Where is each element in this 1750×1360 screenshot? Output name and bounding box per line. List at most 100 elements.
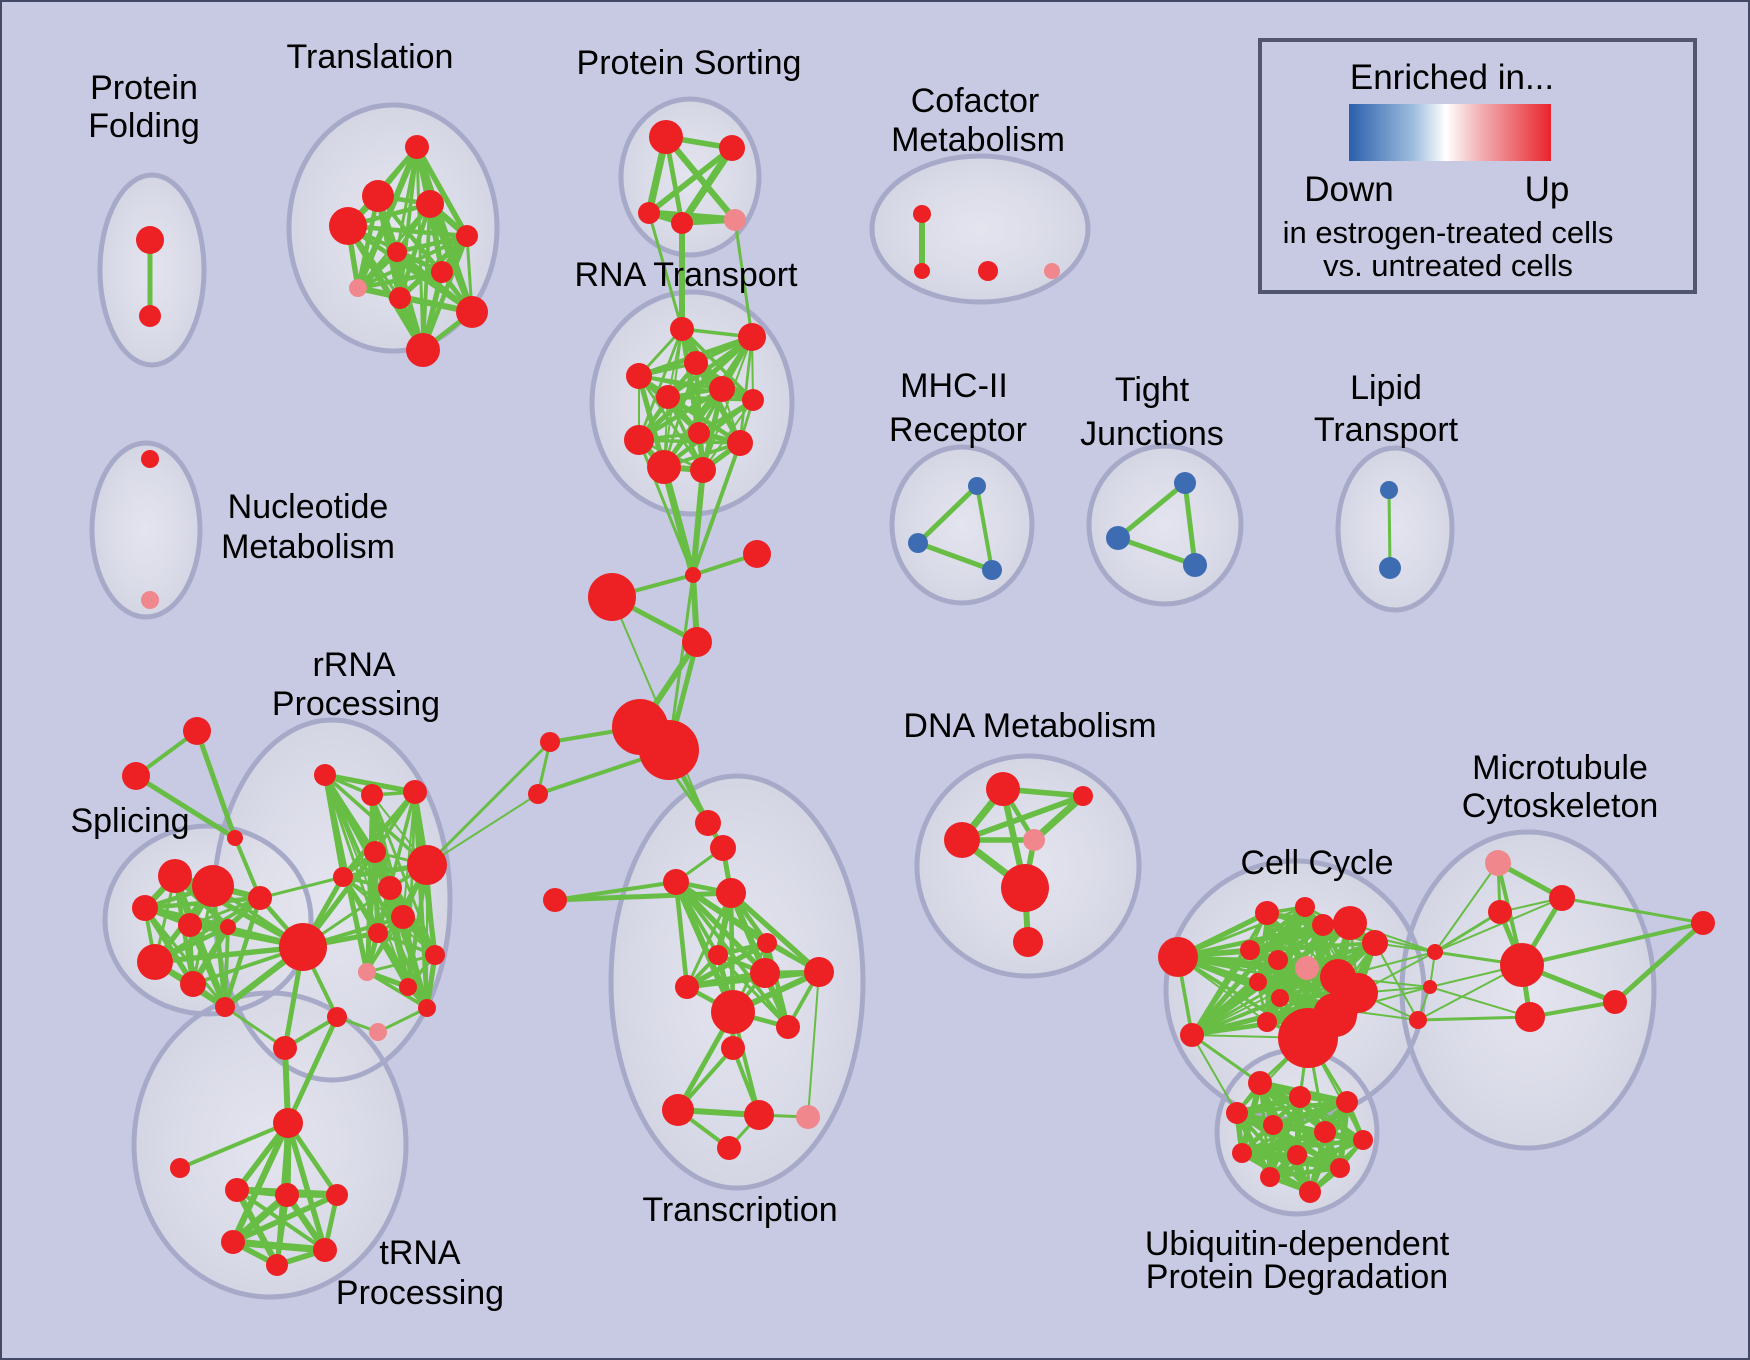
gene-set-node[interactable]: [389, 287, 411, 309]
gene-set-node[interactable]: [944, 822, 980, 858]
gene-set-node[interactable]: [418, 999, 436, 1017]
gene-set-node[interactable]: [1515, 1002, 1545, 1032]
gene-set-node[interactable]: [364, 841, 386, 863]
gene-set-node[interactable]: [1106, 526, 1130, 550]
gene-set-node[interactable]: [1380, 481, 1398, 499]
gene-set-node[interactable]: [626, 363, 652, 389]
gene-set-node[interactable]: [273, 1108, 303, 1138]
gene-set-node[interactable]: [456, 225, 478, 247]
gene-set-node[interactable]: [1073, 786, 1093, 806]
gene-set-node[interactable]: [1409, 1011, 1427, 1029]
gene-set-node[interactable]: [757, 933, 777, 953]
gene-set-node[interactable]: [362, 180, 394, 212]
gene-set-node[interactable]: [913, 205, 931, 223]
gene-set-node[interactable]: [425, 945, 445, 965]
gene-set-node[interactable]: [744, 1100, 774, 1130]
gene-set-node[interactable]: [688, 422, 710, 444]
gene-set-node[interactable]: [1044, 263, 1060, 279]
gene-set-node[interactable]: [968, 477, 986, 495]
gene-set-node[interactable]: [326, 1184, 348, 1206]
gene-set-node[interactable]: [132, 895, 158, 921]
gene-set-node[interactable]: [1248, 1071, 1272, 1095]
gene-set-node[interactable]: [684, 351, 708, 375]
gene-set-node[interactable]: [399, 978, 417, 996]
gene-set-node[interactable]: [670, 317, 694, 341]
gene-set-node[interactable]: [1330, 1158, 1350, 1178]
gene-set-node[interactable]: [369, 1023, 387, 1041]
gene-set-node[interactable]: [727, 430, 753, 456]
gene-set-node[interactable]: [1180, 1023, 1204, 1047]
gene-set-node[interactable]: [406, 333, 440, 367]
gene-set-node[interactable]: [1379, 557, 1401, 579]
gene-set-node[interactable]: [743, 540, 771, 568]
gene-set-node[interactable]: [716, 878, 746, 908]
gene-set-node[interactable]: [717, 1136, 741, 1160]
gene-set-node[interactable]: [1263, 1115, 1283, 1135]
gene-set-node[interactable]: [225, 1178, 249, 1202]
gene-set-node[interactable]: [403, 780, 427, 804]
gene-set-node[interactable]: [178, 913, 202, 937]
gene-set-node[interactable]: [368, 923, 388, 943]
gene-set-node[interactable]: [333, 867, 353, 887]
gene-set-node[interactable]: [378, 876, 402, 900]
gene-set-node[interactable]: [914, 263, 930, 279]
gene-set-node[interactable]: [1313, 993, 1357, 1037]
gene-set-node[interactable]: [1312, 914, 1334, 936]
gene-set-node[interactable]: [682, 627, 712, 657]
gene-set-node[interactable]: [227, 830, 243, 846]
gene-set-node[interactable]: [183, 717, 211, 745]
gene-set-node[interactable]: [1362, 930, 1388, 956]
gene-set-node[interactable]: [1603, 990, 1627, 1014]
gene-set-node[interactable]: [407, 845, 447, 885]
gene-set-node[interactable]: [1013, 927, 1043, 957]
gene-set-node[interactable]: [1260, 1167, 1280, 1187]
gene-set-node[interactable]: [1226, 1102, 1248, 1124]
gene-set-node[interactable]: [540, 732, 560, 752]
gene-set-node[interactable]: [136, 226, 164, 254]
gene-set-node[interactable]: [1174, 472, 1196, 494]
gene-set-node[interactable]: [738, 323, 766, 351]
gene-set-node[interactable]: [314, 764, 336, 786]
gene-set-node[interactable]: [1255, 901, 1279, 925]
gene-set-node[interactable]: [221, 1230, 245, 1254]
gene-set-node[interactable]: [1268, 950, 1288, 970]
gene-set-node[interactable]: [685, 567, 701, 583]
gene-set-node[interactable]: [656, 385, 680, 409]
gene-set-node[interactable]: [361, 784, 383, 806]
gene-set-node[interactable]: [137, 944, 173, 980]
gene-set-node[interactable]: [405, 135, 429, 159]
gene-set-node[interactable]: [624, 425, 654, 455]
gene-set-node[interactable]: [349, 279, 367, 297]
gene-set-node[interactable]: [273, 1036, 297, 1060]
gene-set-node[interactable]: [1549, 885, 1575, 911]
gene-set-node[interactable]: [742, 389, 764, 411]
gene-set-node[interactable]: [1353, 1130, 1373, 1150]
gene-set-node[interactable]: [1289, 1086, 1311, 1108]
gene-set-node[interactable]: [1287, 1145, 1307, 1165]
gene-set-node[interactable]: [804, 957, 834, 987]
gene-set-node[interactable]: [416, 190, 444, 218]
gene-set-node[interactable]: [158, 859, 192, 893]
gene-set-node[interactable]: [275, 1183, 299, 1207]
gene-set-node[interactable]: [982, 560, 1002, 580]
gene-set-node[interactable]: [1257, 1012, 1277, 1032]
gene-set-node[interactable]: [1001, 864, 1049, 912]
gene-set-node[interactable]: [1023, 829, 1045, 851]
gene-set-node[interactable]: [327, 1007, 347, 1027]
gene-set-node[interactable]: [986, 772, 1020, 806]
gene-set-node[interactable]: [675, 975, 699, 999]
gene-set-node[interactable]: [1314, 1121, 1336, 1143]
gene-set-node[interactable]: [721, 1036, 745, 1060]
gene-set-node[interactable]: [588, 573, 636, 621]
gene-set-node[interactable]: [220, 919, 236, 935]
gene-set-node[interactable]: [711, 990, 755, 1034]
gene-set-node[interactable]: [313, 1238, 337, 1262]
gene-set-node[interactable]: [1295, 897, 1315, 917]
gene-set-node[interactable]: [708, 945, 728, 965]
gene-set-node[interactable]: [431, 261, 453, 283]
gene-set-node[interactable]: [387, 242, 407, 262]
gene-set-node[interactable]: [1500, 943, 1544, 987]
gene-set-node[interactable]: [1271, 989, 1289, 1007]
gene-set-node[interactable]: [695, 810, 721, 836]
gene-set-node[interactable]: [170, 1158, 190, 1178]
